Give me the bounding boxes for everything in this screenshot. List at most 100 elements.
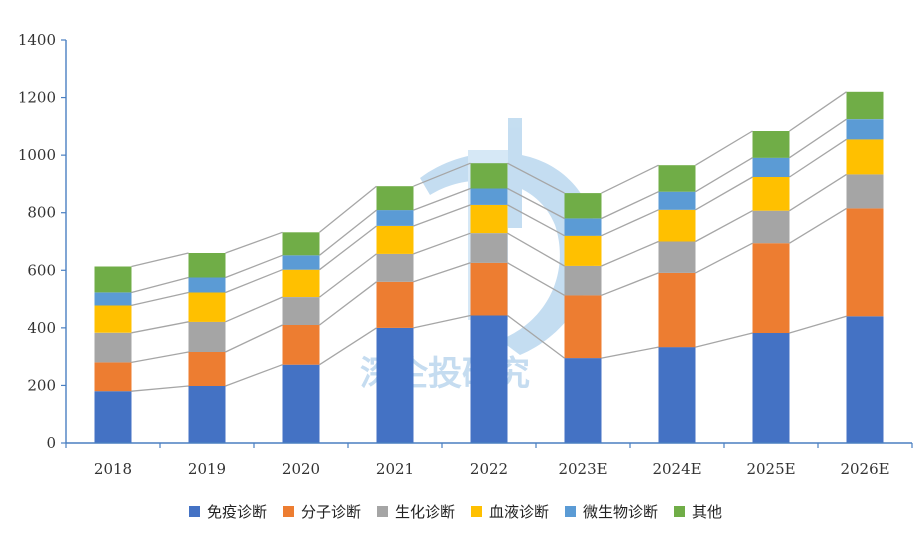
bar-2-2023E xyxy=(564,295,602,359)
bar-6-2026E xyxy=(846,91,884,120)
bar-5-2018 xyxy=(94,292,132,306)
connector-line xyxy=(695,242,753,274)
bar-1-2021 xyxy=(376,327,414,443)
axes: 0 200 400 600 800 1000 1200 1400 2018 2019 2020 202… xyxy=(18,31,913,478)
connector-line xyxy=(507,314,565,359)
bar-6-2023E xyxy=(564,193,602,219)
bar-3-2024E xyxy=(658,241,696,273)
bar-3-2018 xyxy=(94,332,132,363)
bar-1-2024E xyxy=(658,347,696,443)
legend-swatch xyxy=(471,506,482,517)
legend-item: 微生物诊断 xyxy=(565,503,658,521)
connector-line xyxy=(413,204,471,227)
connector-line xyxy=(225,364,283,387)
x-tick-label: 2019 xyxy=(188,460,226,478)
bar-3-2023E xyxy=(564,266,602,296)
bar-2-2024E xyxy=(658,272,696,348)
legend-item: 免疫诊断 xyxy=(189,503,267,521)
legend-label: 生化诊断 xyxy=(395,503,455,521)
connector-line xyxy=(789,138,847,178)
x-tick-label: 2018 xyxy=(94,460,132,478)
x-tick-label: 2023E xyxy=(558,460,607,478)
connector-line xyxy=(319,281,377,326)
connector-line xyxy=(225,269,283,294)
bar-6-2018 xyxy=(94,266,132,293)
legend-swatch xyxy=(189,506,200,517)
connector-line xyxy=(789,207,847,244)
connector-line xyxy=(695,210,753,243)
connector-line xyxy=(601,191,659,220)
bar-2-2018 xyxy=(94,362,132,392)
connector-line xyxy=(131,252,189,268)
connector-line xyxy=(507,204,565,237)
y-tick-label: 200 xyxy=(27,376,56,394)
y-tick-label: 600 xyxy=(27,261,56,279)
connector-line xyxy=(319,225,377,271)
bar-1-2019 xyxy=(188,386,226,443)
y-tick-label: 400 xyxy=(27,319,56,337)
connector-line xyxy=(789,91,847,132)
connector-line xyxy=(131,291,189,307)
bar-4-2024E xyxy=(658,209,696,242)
connector-line xyxy=(319,209,377,256)
x-tick-label: 2025E xyxy=(746,460,795,478)
legend-swatch xyxy=(377,506,388,517)
connector-line xyxy=(413,187,471,211)
legend-swatch xyxy=(565,506,576,517)
x-tick-label: 2021 xyxy=(376,460,414,478)
connector-line xyxy=(131,385,189,392)
bar-2-2020 xyxy=(282,325,320,365)
connector-line xyxy=(601,209,659,237)
bar-3-2021 xyxy=(376,253,414,282)
connector-line xyxy=(601,164,659,194)
bar-2-2025E xyxy=(752,243,790,333)
connector-line xyxy=(131,351,189,364)
bar-4-2026E xyxy=(846,139,884,175)
legend-swatch xyxy=(674,506,685,517)
connector-line xyxy=(225,296,283,323)
bar-3-2020 xyxy=(282,297,320,325)
bar-4-2018 xyxy=(94,305,132,333)
connector-line xyxy=(695,130,753,166)
bar-3-2026E xyxy=(846,174,884,209)
bar-5-2021 xyxy=(376,210,414,226)
bar-1-2026E xyxy=(846,316,884,443)
legend-label: 其他 xyxy=(692,503,722,521)
bar-2-2021 xyxy=(376,281,414,328)
connector-line xyxy=(695,332,753,348)
bar-6-2022 xyxy=(470,163,508,189)
bar-2-2019 xyxy=(188,352,226,386)
bar-5-2022 xyxy=(470,188,508,205)
bar-4-2020 xyxy=(282,269,320,297)
bar-5-2020 xyxy=(282,255,320,270)
connector-line xyxy=(225,231,283,254)
bar-1-2023E xyxy=(564,358,602,443)
legend-item: 生化诊断 xyxy=(377,503,455,521)
connector-line xyxy=(789,118,847,159)
connector-line xyxy=(413,314,471,329)
y-tick-label: 800 xyxy=(27,204,56,222)
connector-line xyxy=(507,187,565,220)
bar-5-2025E xyxy=(752,157,790,177)
connector-line xyxy=(319,253,377,298)
connector-line xyxy=(789,173,847,212)
legend-swatch xyxy=(283,506,294,517)
connector-line xyxy=(319,185,377,233)
connector-line xyxy=(319,327,377,366)
bar-4-2021 xyxy=(376,226,414,254)
x-tick-label: 2020 xyxy=(282,460,320,478)
bar-5-2024E xyxy=(658,191,696,210)
bar-5-2019 xyxy=(188,277,226,293)
legend-item: 其他 xyxy=(674,503,722,521)
connector-line xyxy=(601,240,659,267)
connector-line xyxy=(601,272,659,296)
bar-6-2021 xyxy=(376,186,414,211)
bar-1-2018 xyxy=(94,391,132,443)
bar-6-2020 xyxy=(282,232,320,256)
legend-item: 分子诊断 xyxy=(283,503,361,521)
bar-5-2026E xyxy=(846,119,884,140)
connector-line xyxy=(695,176,753,211)
bar-1-2025E xyxy=(752,333,790,443)
connector-line xyxy=(225,254,283,279)
